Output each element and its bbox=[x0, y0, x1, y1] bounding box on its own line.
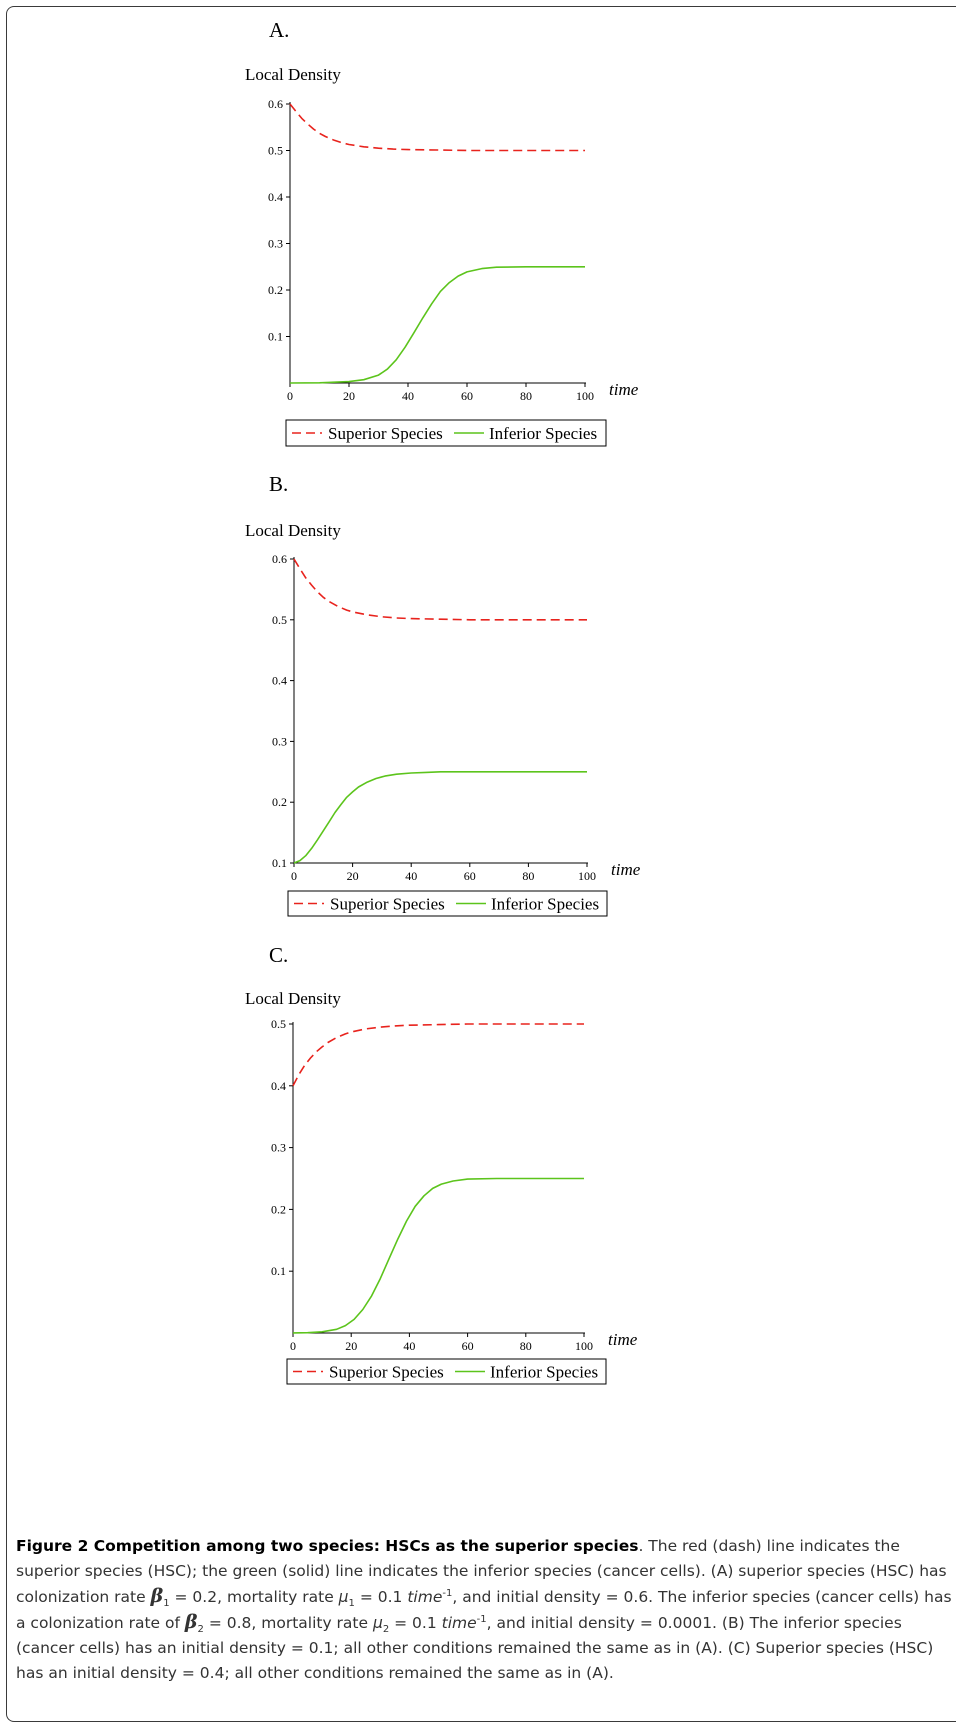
mu-subscript-2: 2 bbox=[382, 1624, 390, 1636]
figure-frame bbox=[6, 6, 956, 1722]
x-tick-label: 0 bbox=[291, 869, 297, 883]
legend-box bbox=[285, 419, 607, 447]
x-tick-label: 80 bbox=[520, 1339, 532, 1353]
y-tick-label: 0.1 bbox=[268, 330, 283, 344]
caption-text-2: = 0.2, mortality rate bbox=[169, 1588, 339, 1606]
y-tick-label: 0.3 bbox=[268, 237, 283, 251]
superior-species-line bbox=[289, 103, 585, 152]
x-tick-label: 60 bbox=[462, 1339, 474, 1353]
panel-label-c: C. bbox=[269, 943, 289, 967]
x-axis-label: time bbox=[609, 380, 639, 399]
y-tick-label: 0.1 bbox=[271, 1264, 286, 1278]
y-tick-label: 0.2 bbox=[268, 283, 283, 297]
figure-caption: Figure 2 Competition among two species: … bbox=[16, 1534, 952, 1686]
y-axis-label: Local Density bbox=[245, 989, 341, 1008]
y-tick-label: 0.2 bbox=[272, 795, 287, 809]
time-unit: time bbox=[407, 1588, 443, 1606]
legend-label-inferior: Inferior Species bbox=[489, 424, 597, 443]
panel-label-b: B. bbox=[269, 472, 289, 496]
mu-subscript-1: 1 bbox=[348, 1598, 355, 1610]
y-tick-label: 0.3 bbox=[272, 734, 287, 748]
caption-title: Figure 2 Competition among two species: … bbox=[16, 1537, 639, 1555]
y-tick-label: 0.6 bbox=[268, 97, 283, 111]
time-unit-2: time bbox=[441, 1614, 477, 1632]
x-tick-label: 100 bbox=[575, 1339, 593, 1353]
y-tick-label: 0.3 bbox=[271, 1141, 286, 1155]
mu-symbol-2: μ bbox=[372, 1614, 383, 1632]
chart-panel-c: Local Density 0.1 0.2 0.3 0.4 0.5 0 20 40 60 80 100… bbox=[245, 989, 638, 1385]
caption-text-6: = 0.1 bbox=[389, 1614, 442, 1632]
y-tick-label: 0.1 bbox=[272, 856, 287, 870]
y-tick-label: 0.2 bbox=[271, 1202, 286, 1216]
x-tick-label: 80 bbox=[520, 389, 532, 403]
x-tick-label: 20 bbox=[343, 389, 355, 403]
y-axis-label: Local Density bbox=[245, 65, 341, 84]
inferior-species-line bbox=[292, 1177, 584, 1334]
caption-text-4: , and initial density = 0.6. The inferio… bbox=[16, 1588, 952, 1632]
x-tick-label: 40 bbox=[403, 1339, 415, 1353]
x-tick-label: 0 bbox=[290, 1339, 296, 1353]
legend-label-superior: Superior Species bbox=[330, 895, 445, 914]
y-tick-label: 0.4 bbox=[271, 1079, 286, 1093]
chart-panel-a: Local Density 0.1 0.2 0.3 0.4 0.5 0.6 0 20 40 60 80… bbox=[245, 65, 639, 447]
caption-text-5: = 0.8, mortality rate bbox=[203, 1614, 373, 1632]
mu-symbol: μ bbox=[338, 1588, 349, 1606]
x-axis-label: time bbox=[611, 860, 641, 879]
caption-text-1: . The red (dash) line indicates the supe… bbox=[16, 1537, 947, 1606]
y-tick-label: 0.5 bbox=[268, 144, 283, 158]
x-tick-label: 20 bbox=[347, 869, 359, 883]
y-tick-label: 0.5 bbox=[272, 613, 287, 627]
beta-symbol-2: β bbox=[184, 1611, 198, 1633]
inferior-species-line bbox=[289, 265, 585, 384]
legend-label-superior: Superior Species bbox=[329, 1363, 444, 1382]
y-tick-label: 0.5 bbox=[271, 1017, 286, 1031]
legend-label-inferior: Inferior Species bbox=[490, 1363, 598, 1382]
x-axis-label: time bbox=[608, 1330, 638, 1349]
time-exponent-2: -1 bbox=[476, 1613, 487, 1625]
x-tick-label: 100 bbox=[576, 389, 594, 403]
x-tick-label: 40 bbox=[402, 389, 414, 403]
superior-species-line bbox=[293, 558, 587, 621]
beta-symbol: β bbox=[150, 1585, 164, 1607]
beta-subscript-1: 1 bbox=[163, 1598, 170, 1610]
caption-text-7: , and initial density = 0.0001. (B) The … bbox=[16, 1614, 934, 1682]
x-tick-label: 80 bbox=[522, 869, 534, 883]
y-tick-label: 0.6 bbox=[272, 552, 287, 566]
x-tick-label: 0 bbox=[287, 389, 293, 403]
x-tick-label: 100 bbox=[578, 869, 596, 883]
legend-box bbox=[287, 890, 608, 917]
chart-panel-b: Local Density 0.1 0.2 0.3 0.4 0.5 0.6 0 20 40 60 80… bbox=[245, 521, 641, 917]
legend-label-superior: Superior Species bbox=[328, 424, 443, 443]
legend-label-inferior: Inferior Species bbox=[491, 895, 599, 914]
x-tick-label: 60 bbox=[464, 869, 476, 883]
x-tick-label: 20 bbox=[345, 1339, 357, 1353]
x-tick-label: 40 bbox=[405, 869, 417, 883]
superior-species-line bbox=[292, 1023, 584, 1087]
y-tick-label: 0.4 bbox=[268, 190, 283, 204]
x-tick-label: 60 bbox=[461, 389, 473, 403]
beta-subscript-2: 2 bbox=[197, 1624, 204, 1636]
inferior-species-line bbox=[293, 770, 587, 864]
caption-text-3: = 0.1 bbox=[354, 1588, 408, 1606]
panel-label-a: A. bbox=[269, 18, 290, 42]
y-tick-label: 0.4 bbox=[272, 674, 287, 688]
time-exponent: -1 bbox=[442, 1587, 453, 1599]
legend-box bbox=[286, 1358, 607, 1385]
y-axis-label: Local Density bbox=[245, 521, 341, 540]
